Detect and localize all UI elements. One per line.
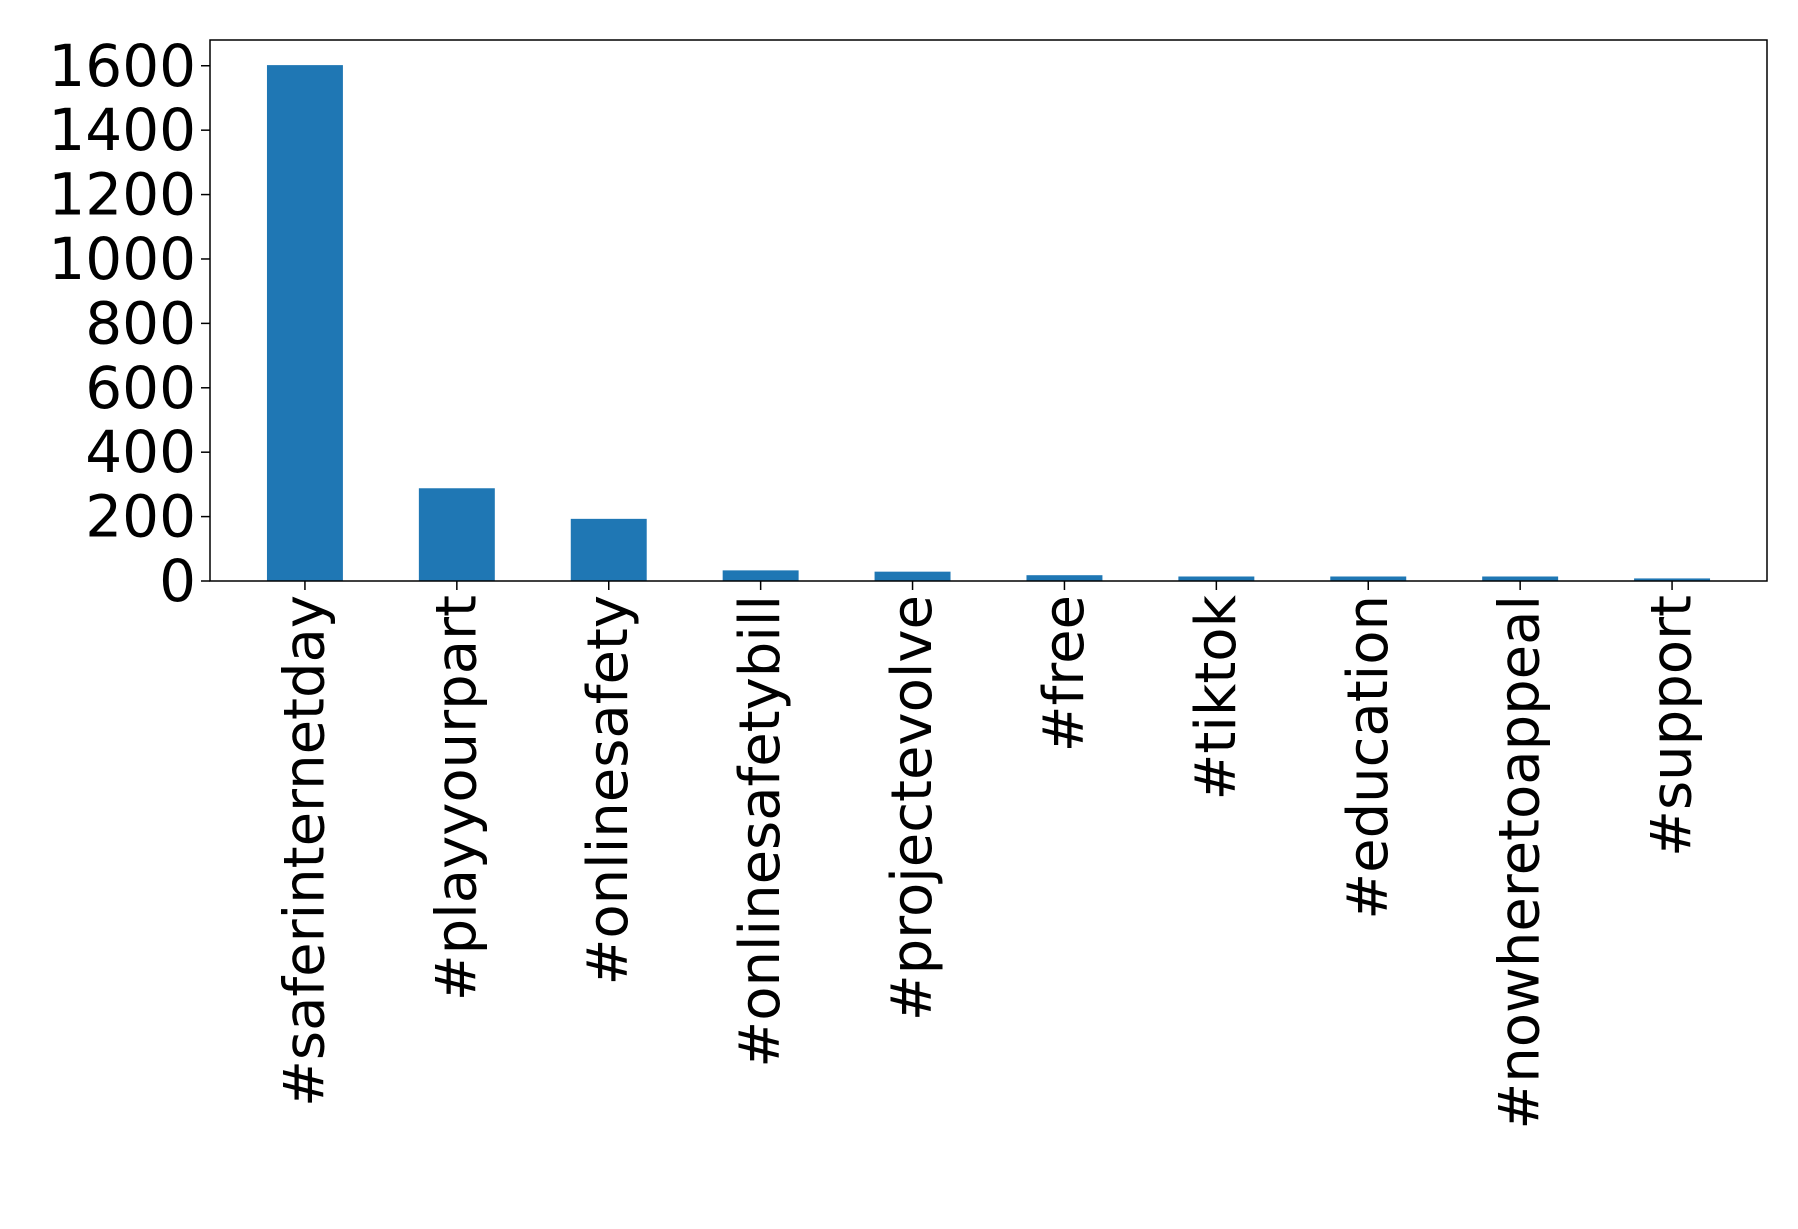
bar-playyourpart bbox=[418, 488, 495, 581]
bar-projectevolve bbox=[874, 571, 951, 581]
bar-onlinesafety bbox=[570, 518, 647, 581]
bars-group bbox=[266, 65, 1711, 581]
bar-free bbox=[1026, 575, 1103, 581]
plot-frame bbox=[209, 39, 1768, 582]
x-tick-label: #free bbox=[1032, 595, 1097, 752]
y-tick-label: 1400 bbox=[48, 96, 196, 164]
x-tick-label: #tiktok bbox=[1184, 594, 1249, 800]
y-tick-label: 400 bbox=[85, 418, 196, 486]
x-tick-label: #nowheretoappeal bbox=[1488, 595, 1553, 1130]
bar-nowheretoappeal bbox=[1482, 576, 1559, 581]
y-tick-label: 1000 bbox=[48, 225, 196, 293]
y-tick-label: 1200 bbox=[48, 161, 196, 229]
y-tick-label: 1600 bbox=[48, 32, 196, 100]
y-tick-label: 600 bbox=[85, 354, 196, 422]
y-tick-label: 0 bbox=[159, 547, 196, 615]
x-tick-label: #onlinesafety bbox=[576, 595, 641, 986]
x-tick-label: #projectevolve bbox=[880, 595, 945, 1021]
bar-tiktok bbox=[1178, 576, 1255, 581]
bar-onlinesafetybill bbox=[722, 570, 799, 581]
y-tick-label: 200 bbox=[85, 483, 196, 551]
x-tick-label: #saferinternetday bbox=[272, 595, 337, 1107]
bar-support bbox=[1634, 578, 1711, 581]
x-tick-label: #education bbox=[1336, 595, 1401, 920]
x-tick-label: #playyourpart bbox=[424, 595, 489, 1001]
x-axis: #saferinternetday #playyourpart #onlinesaf… bbox=[272, 581, 1705, 1130]
x-tick-label: #onlinesafetybill bbox=[728, 595, 793, 1068]
y-tick-label: 800 bbox=[85, 289, 196, 357]
x-tick-label: #support bbox=[1640, 595, 1705, 857]
bar-education bbox=[1330, 576, 1407, 581]
bar-saferinternetday bbox=[266, 65, 343, 581]
